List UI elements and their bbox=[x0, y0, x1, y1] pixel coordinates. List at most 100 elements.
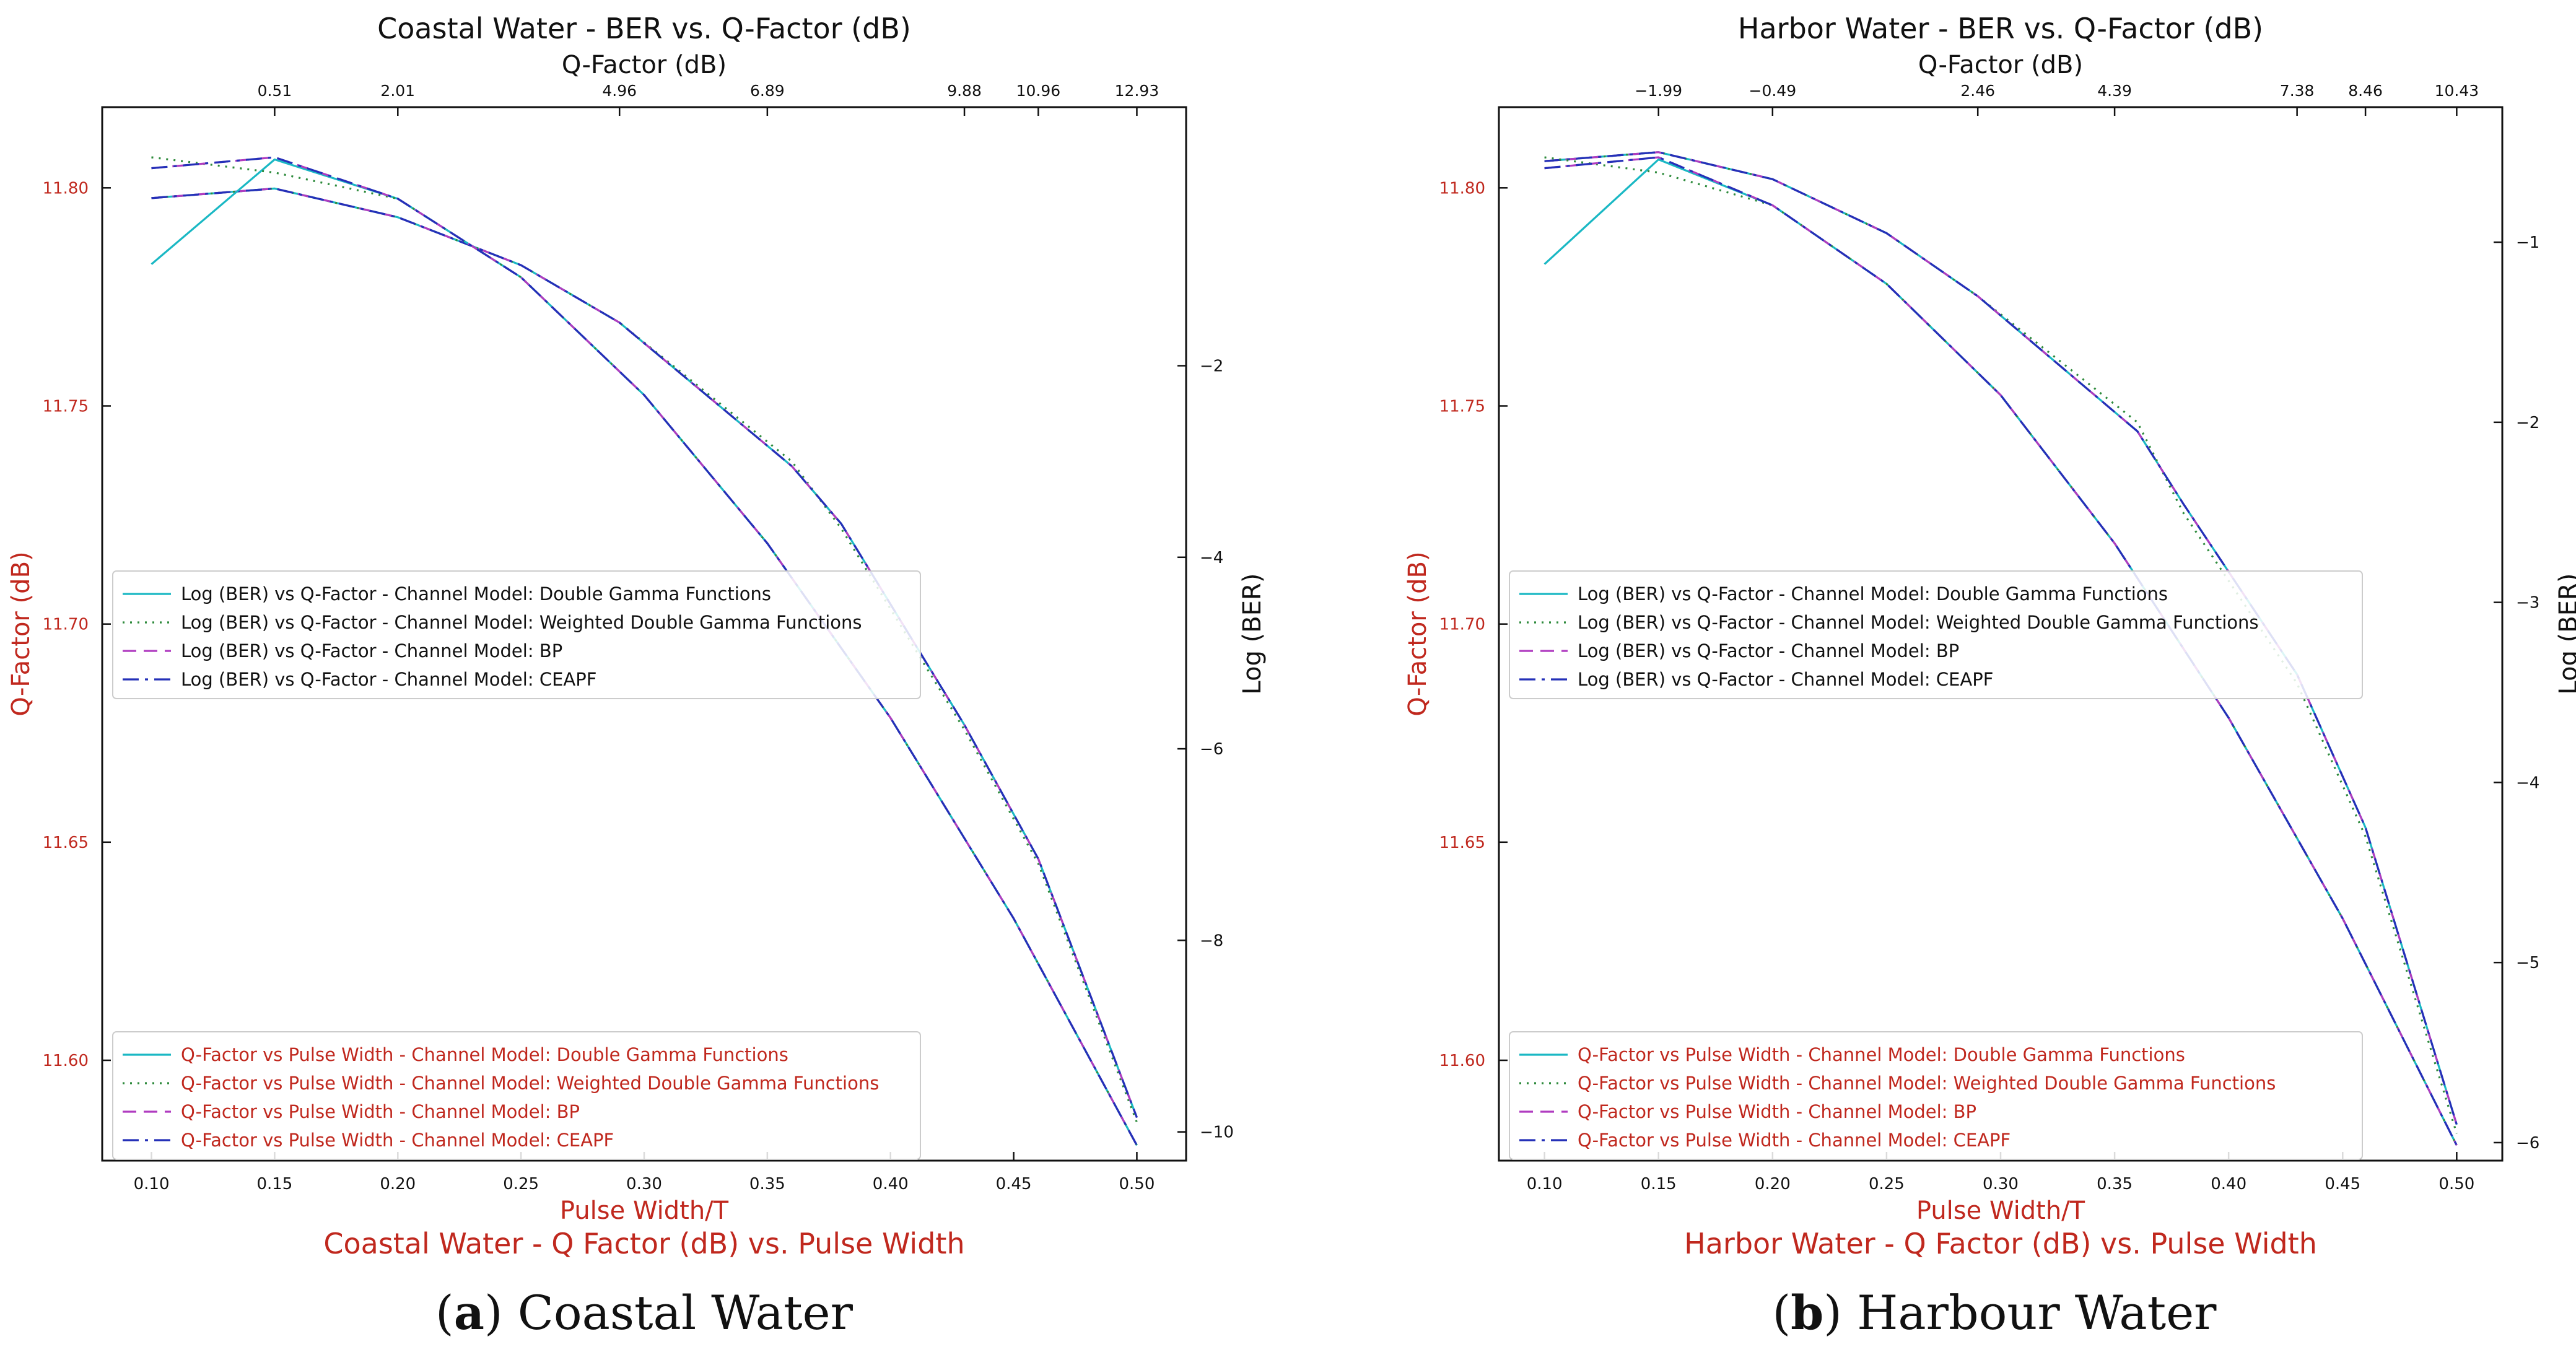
x-tick-label: 0.10 bbox=[134, 1175, 170, 1193]
y-left-tick-label: 11.75 bbox=[1439, 397, 1485, 416]
x-tick-label: 0.50 bbox=[1119, 1175, 1155, 1193]
caption-b: (b) Harbour Water bbox=[1772, 1285, 2217, 1340]
chart-panel-b: Harbor Water - BER vs. Q-Factor (dB) Q-Fa… bbox=[1404, 12, 2576, 1260]
x-tick-label: 0.40 bbox=[873, 1175, 909, 1193]
legend-entry: Q-Factor vs Pulse Width - Channel Model:… bbox=[1578, 1073, 2276, 1094]
y-left-tick-label: 11.65 bbox=[1439, 834, 1485, 852]
x-tick-label: 0.40 bbox=[2211, 1175, 2246, 1193]
chart-panel-a: Coastal Water - BER vs. Q-Factor (dB) Q-F… bbox=[7, 12, 1267, 1260]
top-tick-label: 10.96 bbox=[1016, 82, 1061, 100]
legend-entry: Q-Factor vs Pulse Width - Channel Model:… bbox=[1578, 1130, 2011, 1151]
y-left-tick-label: 11.80 bbox=[1439, 179, 1485, 198]
legend-entry: Q-Factor vs Pulse Width - Channel Model:… bbox=[1578, 1044, 2185, 1065]
q-series-ceapf bbox=[1544, 156, 2458, 1146]
caption-b-letter: b bbox=[1791, 1285, 1824, 1340]
y-left-tick-label: 11.80 bbox=[43, 179, 89, 198]
legend-legend-ber: Log (BER) vs Q-Factor - Channel Model: D… bbox=[1509, 570, 2363, 699]
x-tick-label: 0.25 bbox=[503, 1175, 539, 1193]
top-tick-label: 10.43 bbox=[2435, 82, 2479, 100]
x-tick-label: 0.45 bbox=[996, 1175, 1032, 1193]
legend-entry: Q-Factor vs Pulse Width - Channel Model:… bbox=[181, 1073, 879, 1094]
legend-entry: Log (BER) vs Q-Factor - Channel Model: C… bbox=[181, 669, 596, 690]
x-tick-label: 0.25 bbox=[1869, 1175, 1905, 1193]
y-right-tick-label: −4 bbox=[2516, 774, 2539, 792]
x-tick-label: 0.15 bbox=[1641, 1175, 1677, 1193]
y-right-tick-label: −1 bbox=[2516, 233, 2539, 252]
legend-entry: Log (BER) vs Q-Factor - Channel Model: B… bbox=[181, 640, 562, 661]
top-tick-label: 4.96 bbox=[602, 82, 637, 100]
x-tick-label: 0.15 bbox=[256, 1175, 292, 1193]
y-left-tick-label: 11.65 bbox=[43, 834, 89, 852]
legend-legend-q: Q-Factor vs Pulse Width - Channel Model:… bbox=[112, 1031, 921, 1160]
top-tick-label: −1.99 bbox=[1635, 82, 1682, 100]
y-right-tick-label: −6 bbox=[1200, 740, 1223, 759]
legend-entry: Q-Factor vs Pulse Width - Channel Model:… bbox=[181, 1101, 580, 1122]
legend-entry: Log (BER) vs Q-Factor - Channel Model: W… bbox=[181, 612, 862, 633]
legend-entry: Log (BER) vs Q-Factor - Channel Model: B… bbox=[1578, 640, 1959, 661]
top-tick-label: −0.49 bbox=[1749, 82, 1797, 100]
legend-legend-q: Q-Factor vs Pulse Width - Channel Model:… bbox=[1509, 1031, 2363, 1160]
y-right-tick-label: −10 bbox=[1200, 1123, 1234, 1142]
y-left-tick-label: 11.75 bbox=[43, 397, 89, 416]
y-right-axis-label: Log (BER) bbox=[2554, 573, 2576, 695]
chart-title-top: Coastal Water - BER vs. Q-Factor (dB) bbox=[377, 12, 911, 45]
legend-entry: Log (BER) vs Q-Factor - Channel Model: D… bbox=[1578, 583, 2168, 604]
top-tick-label: 6.89 bbox=[750, 82, 785, 100]
legend-entry: Log (BER) vs Q-Factor - Channel Model: D… bbox=[181, 583, 771, 604]
top-tick-label: 7.38 bbox=[2280, 82, 2315, 100]
ber-series-ceapf bbox=[151, 187, 1138, 1118]
x-tick-label: 0.30 bbox=[1983, 1175, 2019, 1193]
y-right-tick-label: −6 bbox=[2516, 1134, 2539, 1153]
x-tick-label: 0.10 bbox=[1527, 1175, 1563, 1193]
legend-entry: Log (BER) vs Q-Factor - Channel Model: W… bbox=[1578, 612, 2259, 633]
legend-box bbox=[112, 570, 921, 699]
top-tick-label: 2.01 bbox=[380, 82, 415, 100]
x-tick-label: 0.45 bbox=[2325, 1175, 2360, 1193]
legend-entry: Q-Factor vs Pulse Width - Channel Model:… bbox=[181, 1044, 788, 1065]
legend-box bbox=[112, 1031, 921, 1160]
x-axis-label: Pulse Width/T bbox=[560, 1197, 729, 1225]
x-tick-label: 0.20 bbox=[380, 1175, 416, 1193]
legend-legend-ber: Log (BER) vs Q-Factor - Channel Model: D… bbox=[112, 570, 921, 699]
y-right-tick-label: −2 bbox=[1200, 357, 1223, 376]
top-axis-label: Q-Factor (dB) bbox=[562, 51, 727, 79]
y-right-tick-label: −4 bbox=[1200, 549, 1223, 567]
ber-series-weighted-double-gamma-functions bbox=[151, 187, 1138, 1123]
x-tick-label: 0.30 bbox=[626, 1175, 662, 1193]
x-tick-label: 0.35 bbox=[2097, 1175, 2133, 1193]
x-tick-label: 0.20 bbox=[1755, 1175, 1791, 1193]
top-tick-label: 12.93 bbox=[1115, 82, 1159, 100]
y-left-tick-label: 11.70 bbox=[43, 616, 89, 634]
y-left-tick-label: 11.70 bbox=[1439, 616, 1485, 634]
legend-entry: Q-Factor vs Pulse Width - Channel Model:… bbox=[181, 1130, 614, 1151]
y-right-axis-label: Log (BER) bbox=[1238, 573, 1267, 695]
legend-entry: Log (BER) vs Q-Factor - Channel Model: C… bbox=[1578, 669, 1993, 690]
legend-box bbox=[1509, 1031, 2363, 1160]
top-tick-label: 8.46 bbox=[2348, 82, 2383, 100]
y-right-tick-label: −3 bbox=[2516, 594, 2539, 613]
caption-a-text: Coastal Water bbox=[502, 1285, 853, 1340]
top-tick-label: 4.39 bbox=[2097, 82, 2132, 100]
caption-b-text: Harbour Water bbox=[1841, 1285, 2217, 1340]
y-left-axis-label: Q-Factor (dB) bbox=[1404, 551, 1432, 716]
y-left-tick-label: 11.60 bbox=[43, 1052, 89, 1070]
top-tick-label: 9.88 bbox=[947, 82, 982, 100]
top-axis-label: Q-Factor (dB) bbox=[1918, 51, 2083, 79]
y-right-tick-label: −8 bbox=[1200, 931, 1223, 950]
y-left-axis-label: Q-Factor (dB) bbox=[7, 551, 35, 716]
caption-a: (a) Coastal Water bbox=[435, 1285, 853, 1340]
y-right-tick-label: −2 bbox=[2516, 414, 2539, 432]
q-series-ceapf bbox=[151, 156, 1138, 1146]
chart-title-bottom: Harbor Water - Q Factor (dB) vs. Pulse W… bbox=[1684, 1227, 2317, 1260]
ber-series-ceapf bbox=[1544, 151, 2458, 1125]
chart-title-top: Harbor Water - BER vs. Q-Factor (dB) bbox=[1738, 12, 2263, 45]
y-right-tick-label: −5 bbox=[2516, 954, 2539, 972]
caption-a-letter: a bbox=[453, 1285, 484, 1340]
top-tick-label: 0.51 bbox=[258, 82, 292, 100]
x-tick-label: 0.35 bbox=[749, 1175, 785, 1193]
chart-title-bottom: Coastal Water - Q Factor (dB) vs. Pulse … bbox=[323, 1227, 964, 1260]
legend-box bbox=[1509, 570, 2363, 699]
y-left-tick-label: 11.60 bbox=[1439, 1052, 1485, 1070]
top-tick-label: 2.46 bbox=[1960, 82, 1995, 100]
